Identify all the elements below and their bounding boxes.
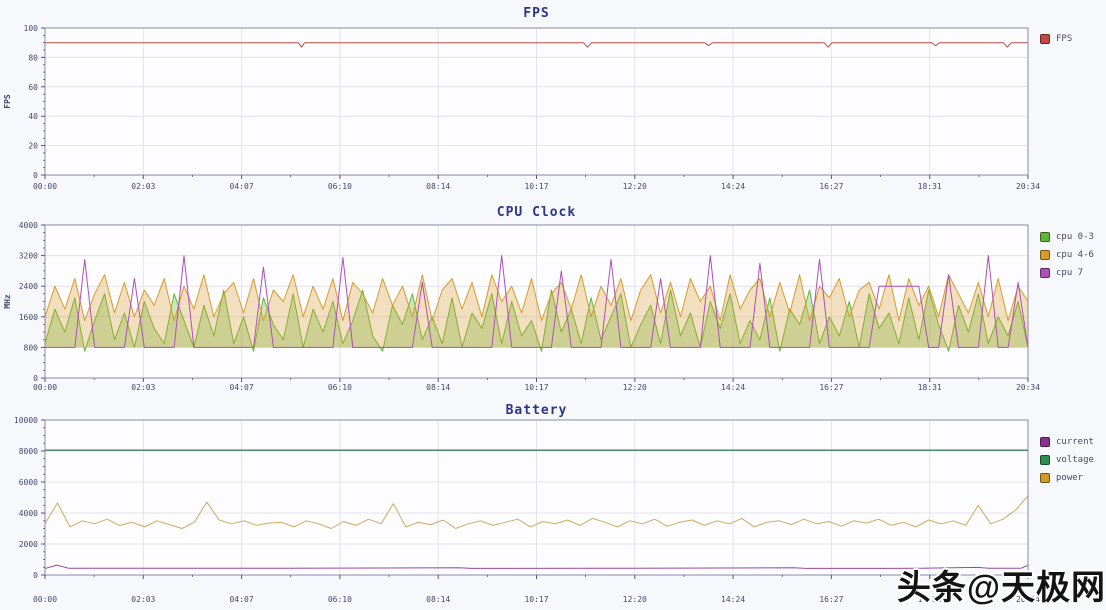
- x-tick-label: 04:07: [230, 383, 254, 392]
- x-tick-label: 20:34: [1016, 595, 1040, 604]
- cpu-clock-plot: 0 800 1600 2400 3200 4000 00:00 02:03 04:07 06:10…: [3, 221, 1040, 392]
- y-tick-label: 60: [28, 83, 38, 92]
- x-tick-label: 18:31: [918, 383, 942, 392]
- x-tick-label: 14:24: [721, 595, 745, 604]
- x-tick-label: 12:20: [623, 595, 647, 604]
- legend-label: voltage: [1056, 455, 1094, 465]
- y-tick-label: 1600: [19, 313, 38, 322]
- x-tick-label: 10:17: [524, 595, 548, 604]
- FPS-series: [45, 42, 1028, 48]
- x-tick-label: 10:17: [524, 383, 548, 392]
- x-tick-label: 12:20: [623, 383, 647, 392]
- fps-chart: FPS 0 20 40 60 80 100 00:00 02:03 04:07 06:10 08:1…: [0, 0, 1106, 200]
- y-tick-label: 3200: [19, 252, 38, 261]
- battery-legend: current voltage power: [1040, 437, 1094, 483]
- legend-item-FPS[interactable]: FPS: [1040, 34, 1072, 44]
- fps-chart-title: FPS: [523, 6, 550, 21]
- legend-label: FPS: [1056, 34, 1073, 44]
- legend-swatch-icon: [1040, 455, 1050, 465]
- y-tick-label: 40: [28, 112, 38, 121]
- x-tick-label: 18:31: [918, 595, 942, 604]
- legend-item-cpu-0-3[interactable]: cpu 0-3: [1040, 232, 1094, 242]
- fps-legend: FPS: [1040, 34, 1072, 44]
- y-tick-label: 4000: [19, 221, 38, 230]
- cpu 0-3-series: [44, 289, 1029, 352]
- fps-plot: 0 20 40 60 80 100 00:00 02:03 04:07 06:10 08:14 10:…: [3, 24, 1040, 191]
- y-tick-label: 0: [33, 374, 38, 383]
- y-tick-label: 2400: [19, 282, 38, 291]
- x-tick-label: 02:03: [131, 383, 155, 392]
- battery-plot: 0 2000 4000 6000 8000 10000 00:00 02:03 04:07 06:…: [14, 416, 1040, 604]
- y-tick-label: 6000: [19, 478, 38, 487]
- y-tick-label: 800: [24, 343, 39, 352]
- battery-chart-title: Battery: [505, 403, 568, 418]
- legend-item-current[interactable]: current: [1040, 437, 1094, 447]
- legend-label: current: [1056, 437, 1094, 447]
- watermark: 头条@天极网: [896, 569, 1106, 607]
- y-tick-label: 80: [28, 53, 38, 62]
- legend-label: cpu 0-3: [1056, 232, 1094, 242]
- x-tick-label: 20:34: [1016, 182, 1040, 191]
- y-tick-label: 20: [28, 142, 38, 151]
- y-tick-label: 0: [33, 171, 38, 180]
- x-tick-label: 02:03: [131, 595, 155, 604]
- y-tick-label: 4000: [19, 509, 38, 518]
- x-tick-label: 14:24: [721, 182, 745, 191]
- legend-item-cpu-4-6[interactable]: cpu 4-6: [1040, 250, 1094, 260]
- x-tick-label: 00:00: [33, 182, 57, 191]
- legend-label: cpu 7: [1056, 268, 1084, 278]
- y-tick-label: 2000: [19, 540, 38, 549]
- y-tick-label: 0: [33, 571, 38, 580]
- cpu 4-6-series-fill: [45, 274, 1028, 348]
- x-tick-label: 06:10: [328, 595, 352, 604]
- x-tick-label: 12:20: [623, 182, 647, 191]
- y-tick-label: 100: [24, 24, 39, 33]
- legend-swatch-icon: [1040, 232, 1050, 242]
- x-tick-label: 08:14: [426, 182, 450, 191]
- y-axis-title: MHz: [3, 294, 12, 309]
- x-tick-label: 08:14: [426, 383, 450, 392]
- y-axis-title: FPS: [3, 94, 12, 109]
- legend-item-cpu-7[interactable]: cpu 7: [1040, 268, 1094, 278]
- legend-swatch-icon: [1040, 250, 1050, 260]
- x-tick-label: 06:10: [328, 182, 352, 191]
- x-tick-label: 04:07: [230, 182, 254, 191]
- legend-label: cpu 4-6: [1056, 250, 1094, 260]
- x-tick-label: 18:31: [918, 182, 942, 191]
- legend-swatch-icon: [1040, 437, 1050, 447]
- x-tick-label: 20:34: [1016, 383, 1040, 392]
- legend-swatch-icon: [1040, 34, 1050, 44]
- x-tick-label: 04:07: [230, 595, 254, 604]
- x-tick-label: 14:24: [721, 383, 745, 392]
- legend-label: power: [1056, 473, 1084, 483]
- x-tick-label: 06:10: [328, 383, 352, 392]
- x-tick-label: 08:14: [426, 595, 450, 604]
- x-tick-label: 00:00: [33, 383, 57, 392]
- x-tick-label: 10:17: [524, 182, 548, 191]
- cpu-clock-chart-title: CPU Clock: [496, 205, 577, 220]
- legend-item-voltage[interactable]: voltage: [1040, 455, 1094, 465]
- battery-chart: Battery 0 2000 4000 6000 8000 10000 00:00 02:03…: [0, 398, 1106, 610]
- legend-swatch-icon: [1040, 473, 1050, 483]
- power-series: [44, 495, 1029, 529]
- cpu 4-6-series: [44, 274, 1029, 322]
- x-tick-label: 16:27: [819, 383, 843, 392]
- x-tick-label: 16:27: [819, 595, 843, 604]
- y-tick-label: 8000: [19, 447, 38, 456]
- cpu-clock-legend: cpu 0-3 cpu 4-6 cpu 7: [1040, 232, 1094, 278]
- x-tick-label: 16:27: [819, 182, 843, 191]
- current-series: [44, 564, 1029, 569]
- y-tick-label: 10000: [14, 416, 38, 425]
- legend-item-power[interactable]: power: [1040, 473, 1094, 483]
- x-tick-label: 02:03: [131, 182, 155, 191]
- cpu 7-series: [45, 255, 1029, 348]
- x-tick-label: 00:00: [33, 595, 57, 604]
- legend-swatch-icon: [1040, 268, 1050, 278]
- cpu-clock-chart: CPU Clock 0 800 1600 2400 3200 4000 00:00 02:03…: [0, 200, 1106, 398]
